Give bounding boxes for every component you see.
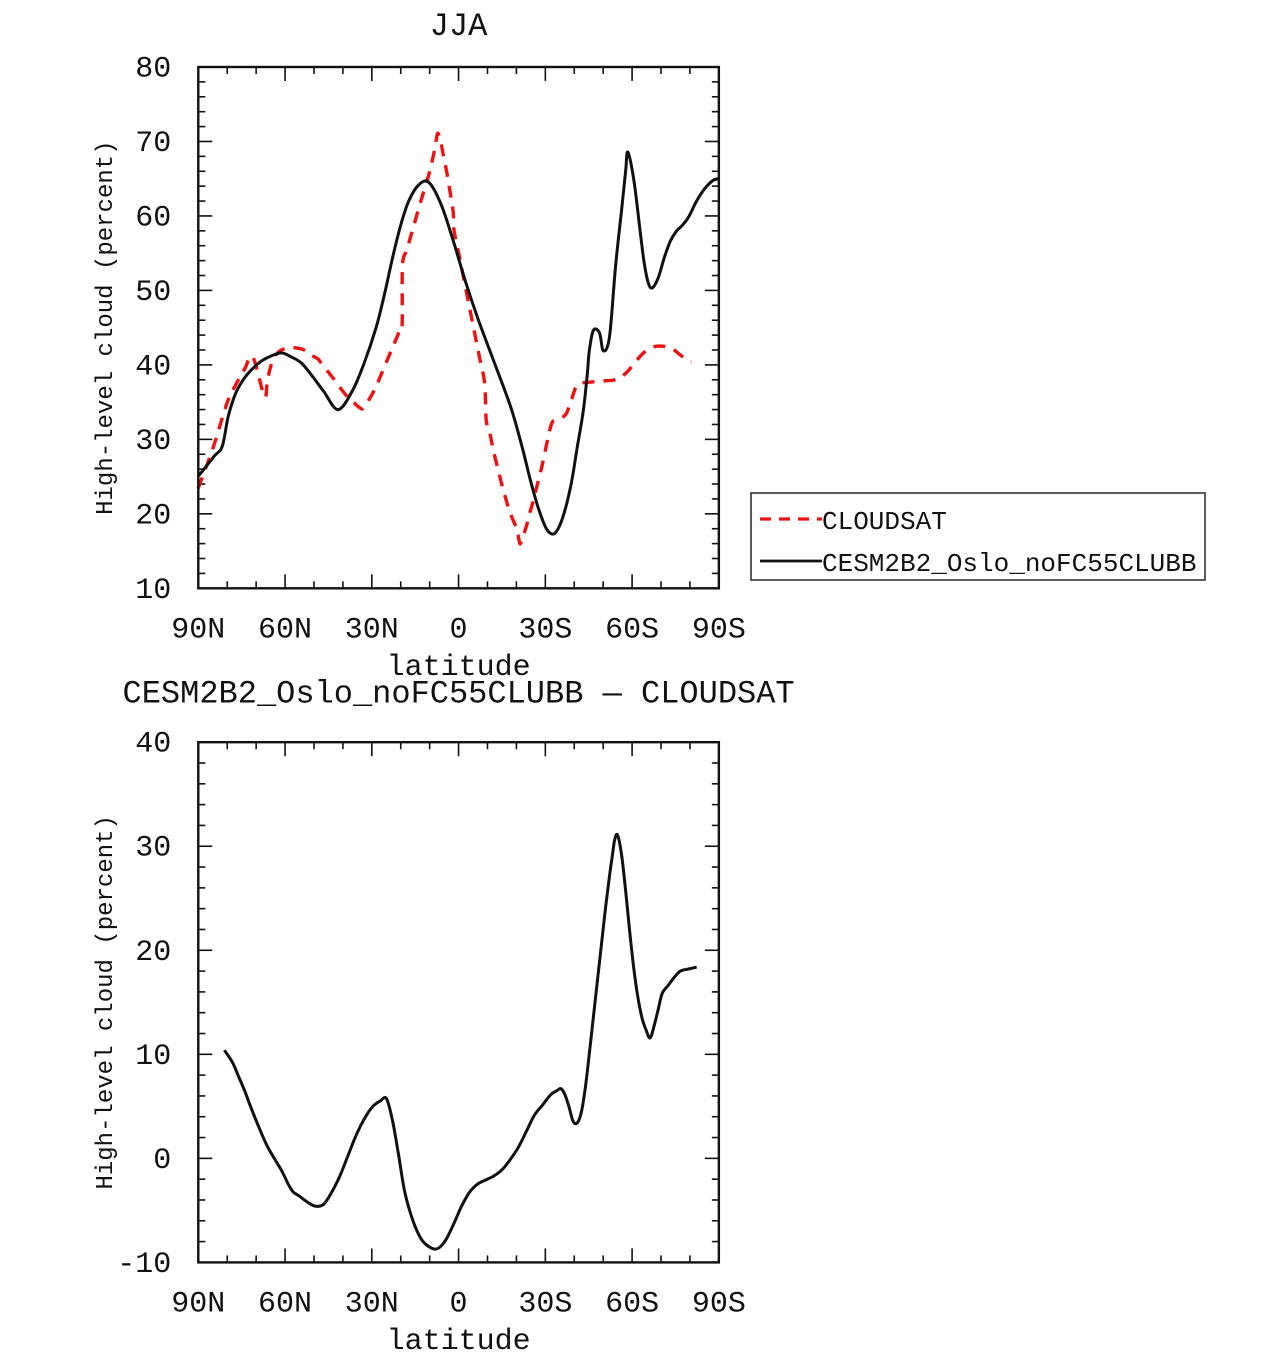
svg-text:90N: 90N (171, 1287, 225, 1321)
svg-text:High-level cloud (percent): High-level cloud (percent) (93, 815, 120, 1189)
svg-text:30: 30 (135, 425, 171, 459)
svg-text:30N: 30N (345, 613, 399, 647)
svg-text:0: 0 (153, 1144, 171, 1178)
svg-text:60S: 60S (605, 613, 659, 647)
svg-text:60N: 60N (258, 1287, 312, 1321)
svg-text:10: 10 (135, 1040, 171, 1074)
svg-text:CESM2B2_Oslo_noFC55CLUBB: CESM2B2_Oslo_noFC55CLUBB (822, 549, 1196, 579)
svg-text:20: 20 (135, 499, 171, 533)
svg-text:0: 0 (450, 1287, 468, 1321)
svg-text:-10: -10 (117, 1248, 171, 1282)
svg-text:JJA: JJA (430, 8, 488, 45)
svg-text:40: 40 (135, 728, 171, 762)
svg-text:60S: 60S (605, 1287, 659, 1321)
svg-text:30N: 30N (345, 1287, 399, 1321)
svg-text:80: 80 (135, 53, 171, 87)
svg-text:90S: 90S (692, 613, 746, 647)
svg-text:30: 30 (135, 832, 171, 866)
svg-text:60N: 60N (258, 613, 312, 647)
svg-text:70: 70 (135, 127, 171, 161)
svg-text:30S: 30S (518, 1287, 572, 1321)
svg-text:latitude: latitude (387, 1325, 531, 1352)
svg-text:40: 40 (135, 350, 171, 384)
svg-text:CLOUDSAT: CLOUDSAT (822, 507, 947, 537)
svg-text:20: 20 (135, 936, 171, 970)
svg-text:60: 60 (135, 201, 171, 235)
svg-text:CESM2B2_Oslo_noFC55CLUBB — CLO: CESM2B2_Oslo_noFC55CLUBB — CLOUDSAT (123, 676, 795, 713)
svg-text:90N: 90N (171, 613, 225, 647)
svg-text:30S: 30S (518, 613, 572, 647)
svg-text:High-level cloud (percent): High-level cloud (percent) (93, 140, 120, 514)
svg-text:90S: 90S (692, 1287, 746, 1321)
svg-text:0: 0 (450, 613, 468, 647)
svg-text:10: 10 (135, 574, 171, 608)
svg-text:50: 50 (135, 276, 171, 310)
